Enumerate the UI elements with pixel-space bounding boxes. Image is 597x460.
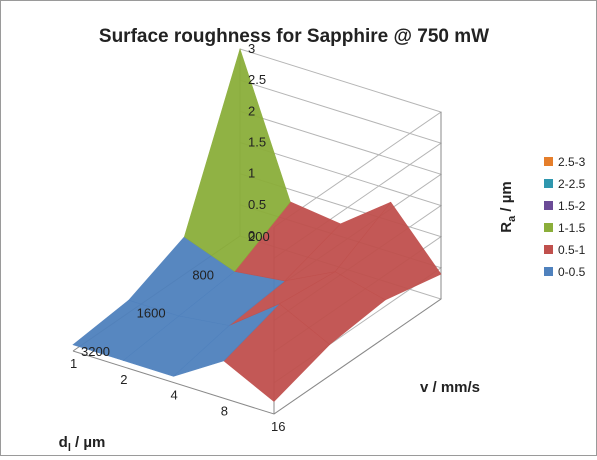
legend-label: 1-1.5 [558,221,586,235]
legend: 2.5-3 2-2.5 1.5-2 1-1.5 0.5-1 0-0.5 [544,155,586,279]
d-axis-ticks: 1 2 4 8 16 [70,356,285,434]
legend-swatch [544,245,553,254]
legend-swatch [544,223,553,232]
z-tick-label: 2.5 [248,72,266,87]
z-axis-ticks: 0 0.5 1 1.5 2 2.5 3 [248,41,266,243]
d-tick-label: 16 [271,419,285,434]
legend-label: 1.5-2 [558,199,586,213]
d-tick-label: 8 [221,403,228,418]
z-tick-label: 0.5 [248,197,266,212]
z-tick-label: 1 [248,166,255,181]
v-axis-title: v / mm/s [420,379,480,396]
legend-swatch [544,201,553,210]
d-tick-label: 1 [70,356,77,371]
v-tick-label: 3200 [81,344,110,359]
v-tick-label: 200 [248,229,270,244]
surface-patch [183,47,291,272]
v-tick-label: 800 [192,267,214,282]
legend-label: 2.5-3 [558,155,586,169]
z-tick-label: 2 [248,103,255,118]
z-tick-label: 0 [248,228,255,243]
z-axis-title: Ra / µm [498,181,518,232]
d-tick-label: 4 [171,388,178,403]
d-axis-title: dl / µm [59,434,106,454]
legend-label: 0-0.5 [558,265,586,279]
floor-edge [72,298,442,415]
chart-title: Surface roughness for Sapphire @ 750 mW [99,26,489,47]
surface-plot [72,47,442,402]
legend-label: 0.5-1 [558,243,586,257]
legend-swatch [544,157,553,166]
z-tick-label: 1.5 [248,135,266,150]
legend-swatch [544,179,553,188]
d-tick-label: 2 [120,372,127,387]
v-axis-ticks: 200 800 1600 3200 [81,229,270,359]
z-tick-label: 3 [248,41,255,56]
legend-swatch [544,267,553,276]
v-tick-label: 1600 [137,306,166,321]
legend-label: 2-2.5 [558,177,586,191]
